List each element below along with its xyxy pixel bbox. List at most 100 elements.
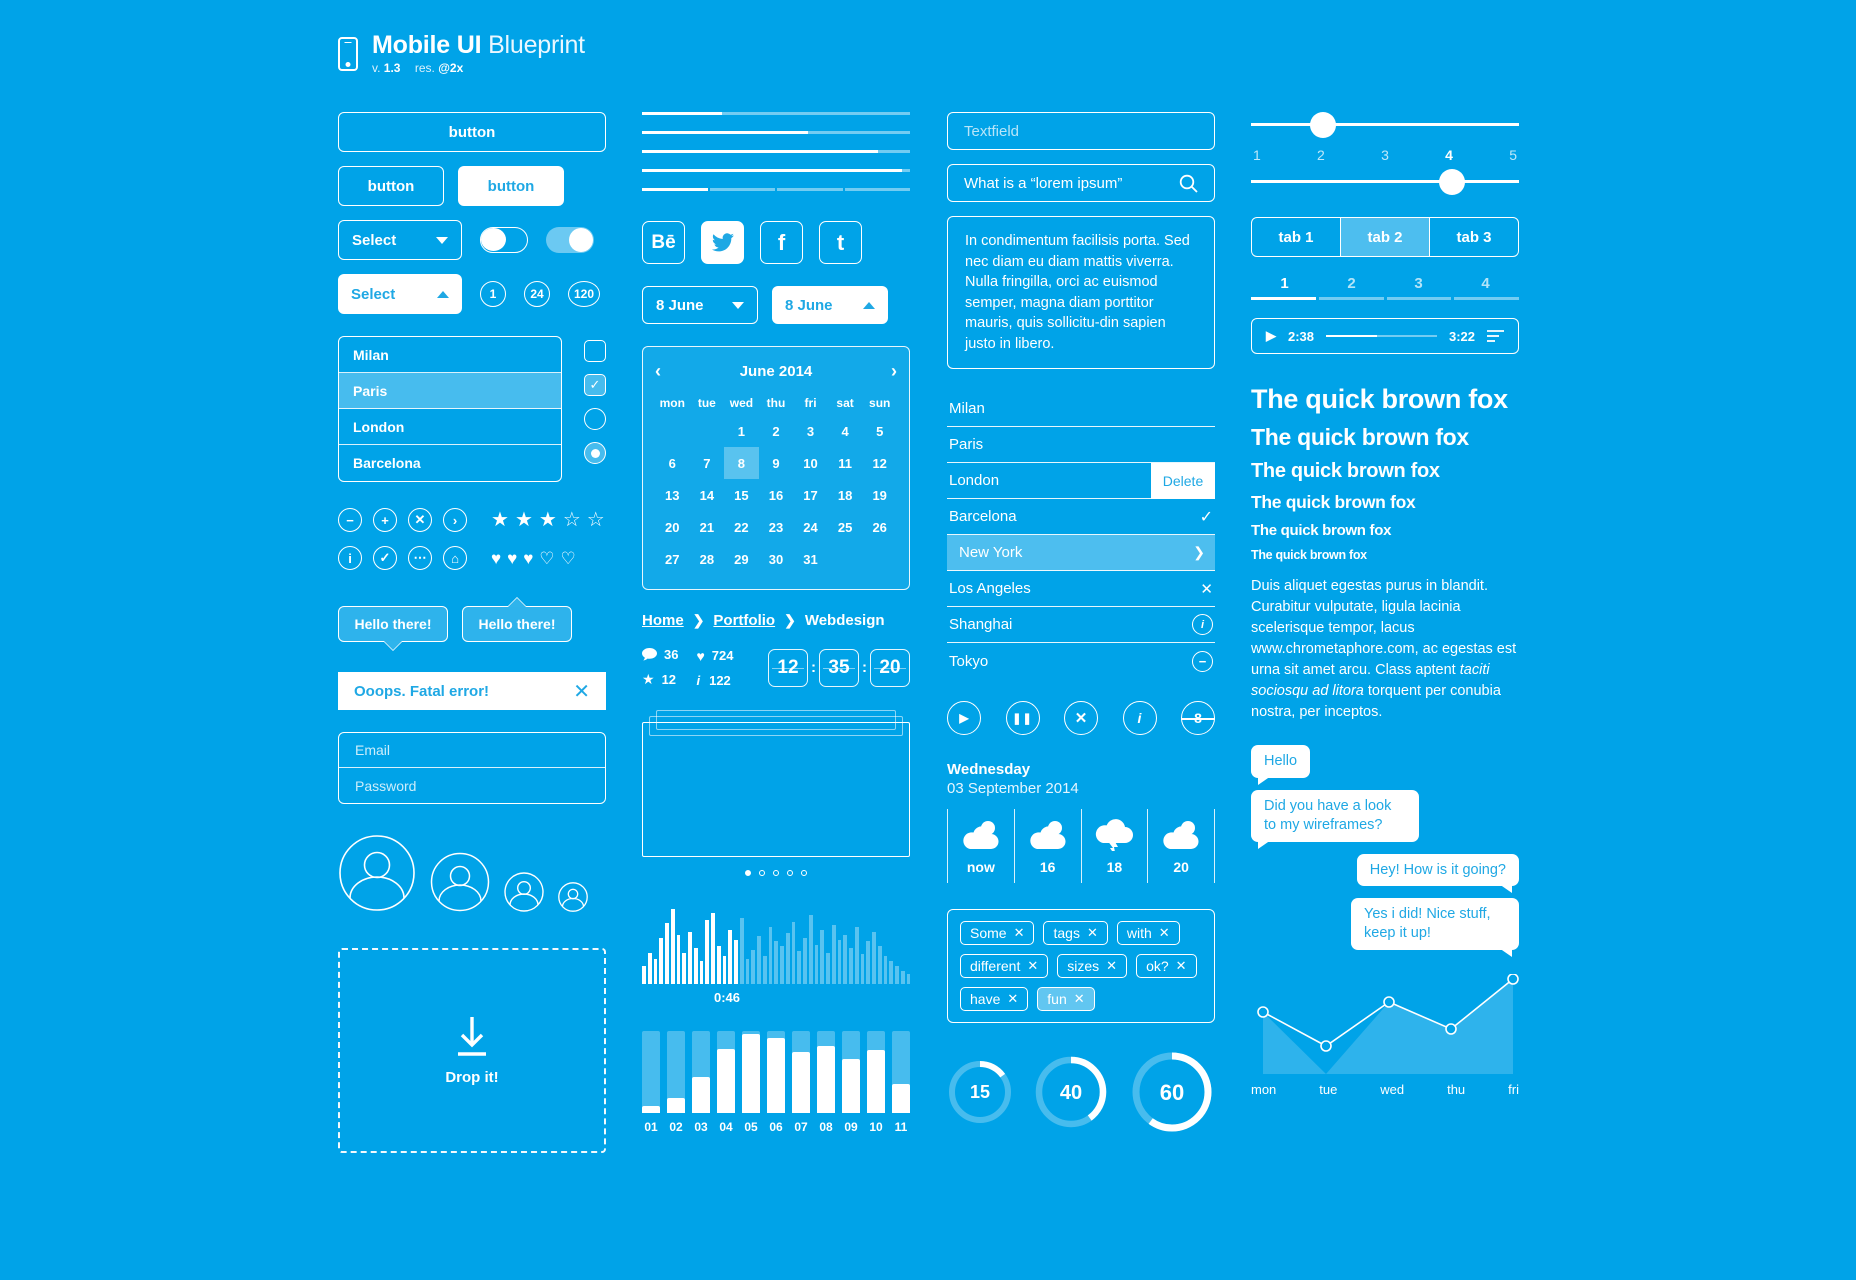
date-select-filled[interactable]: 8 June <box>772 286 888 324</box>
button-filled[interactable]: button <box>458 166 564 206</box>
check-icon[interactable]: ✓ <box>373 546 397 570</box>
calendar-day[interactable]: 30 <box>768 551 784 567</box>
forecast-cell[interactable]: 16 <box>1013 809 1081 884</box>
calendar-day[interactable]: 18 <box>837 487 853 503</box>
star-icon[interactable]: ★ <box>538 509 557 531</box>
list-item[interactable]: Los Angeles ✕ <box>947 571 1215 608</box>
calendar-day[interactable]: 27 <box>665 551 680 567</box>
step-label[interactable]: 2 <box>1347 275 1356 292</box>
carousel-dots[interactable] <box>642 870 910 876</box>
calendar-day[interactable]: 31 <box>803 551 818 567</box>
toggle-on[interactable] <box>546 227 594 253</box>
button-wide[interactable]: button <box>338 112 606 152</box>
calendar-day[interactable]: 28 <box>699 551 715 567</box>
tag[interactable]: different ✕ <box>960 954 1049 979</box>
heart-icon[interactable]: ♥ <box>507 548 518 568</box>
list-item[interactable]: Milan <box>339 337 561 373</box>
button-ghost[interactable]: button <box>338 166 444 206</box>
calendar-day[interactable]: 14 <box>699 487 715 503</box>
heart-icon[interactable]: ♡ <box>539 548 555 568</box>
slider-track[interactable] <box>1251 180 1519 183</box>
slider-track[interactable] <box>1251 123 1519 126</box>
tag[interactable]: with ✕ <box>1116 921 1180 946</box>
tumblr-icon[interactable]: t <box>819 221 862 264</box>
player-progress[interactable] <box>1326 335 1437 337</box>
star-rating[interactable]: ★ ★ ★ ☆ ☆ <box>491 510 605 530</box>
calendar-day[interactable]: 7 <box>703 455 711 471</box>
star-icon[interactable]: ★ <box>514 509 533 531</box>
calendar-day-selected[interactable]: 8 <box>724 447 759 479</box>
close-button[interactable]: ✕ <box>1064 701 1098 736</box>
pause-button[interactable]: ❚❚ <box>1005 701 1040 736</box>
date-select-ghost[interactable]: 8 June <box>642 286 758 324</box>
textfield[interactable]: Textfield <box>947 112 1215 150</box>
tag-selected[interactable]: fun ✕ <box>1037 987 1095 1012</box>
playlist-icon[interactable] <box>1487 330 1504 342</box>
more-icon[interactable]: ⋯ <box>408 546 432 570</box>
minus-circle-icon[interactable]: − <box>1192 650 1213 672</box>
toggle-off[interactable] <box>480 227 528 253</box>
list-item[interactable]: Paris <box>947 427 1215 464</box>
calendar-day[interactable]: 11 <box>838 455 852 471</box>
waveform-player[interactable]: 0:46 <box>642 902 911 1005</box>
close-icon[interactable]: ✕ <box>1200 580 1213 598</box>
forecast-cell[interactable]: 18 <box>1080 809 1148 884</box>
badge-24[interactable]: 24 <box>524 281 550 307</box>
calendar-day[interactable]: 20 <box>665 519 680 535</box>
calendar-day[interactable]: 2 <box>772 423 780 439</box>
calendar-day[interactable]: 12 <box>872 455 887 471</box>
heart-icon[interactable]: ♡ <box>560 548 576 568</box>
list-item[interactable]: Barcelona <box>353 455 421 471</box>
select-filled[interactable]: Select <box>338 274 462 314</box>
calendar-day[interactable]: 5 <box>876 423 884 439</box>
inline-link[interactable]: www.chrometaphore.com <box>1251 641 1415 658</box>
calendar-day[interactable]: 6 <box>668 455 676 471</box>
calendar-day[interactable]: 21 <box>699 519 715 535</box>
tag[interactable]: have ✕ <box>960 987 1029 1012</box>
breadcrumb-item-portfolio[interactable]: Portfolio <box>713 612 776 629</box>
play-button[interactable]: ▶ <box>947 701 981 736</box>
prev-month-button[interactable]: ‹ <box>655 361 661 381</box>
radio-unselected[interactable] <box>584 408 606 430</box>
behance-icon[interactable]: Bē <box>642 221 685 264</box>
slider-handle[interactable] <box>1310 112 1337 138</box>
close-icon[interactable]: ✕ <box>573 680 590 703</box>
tag[interactable]: ok? ✕ <box>1136 954 1197 979</box>
calendar-day[interactable]: 16 <box>768 487 784 503</box>
badge-1[interactable]: 1 <box>480 281 506 307</box>
plus-icon[interactable]: + <box>373 508 397 532</box>
search-icon[interactable] <box>1179 174 1198 193</box>
calendar-day[interactable]: 29 <box>734 551 749 567</box>
list-item[interactable]: Milan <box>947 391 1215 428</box>
facebook-icon[interactable]: f <box>760 221 803 264</box>
textarea[interactable]: In condimentum facilisis porta. Sed nec … <box>947 216 1215 370</box>
tag[interactable]: tags ✕ <box>1043 921 1108 946</box>
carousel-dot[interactable] <box>801 870 807 876</box>
calendar-day[interactable]: 26 <box>872 519 887 535</box>
forecast-cell[interactable]: 20 <box>1147 809 1215 884</box>
list-item[interactable]: Barcelona ✓ <box>947 499 1215 536</box>
calendar-day[interactable] <box>828 543 863 575</box>
step-label[interactable]: 4 <box>1481 275 1490 292</box>
step-label[interactable]: 1 <box>1280 275 1289 292</box>
forecast-cell[interactable]: now <box>947 809 1014 884</box>
carousel-current-slide[interactable] <box>642 722 910 857</box>
tab-3[interactable]: tab 3 <box>1456 228 1492 246</box>
tab-2[interactable]: tab 2 <box>1341 218 1430 256</box>
info-circle-icon[interactable]: i <box>1192 614 1213 636</box>
calendar-day[interactable]: 10 <box>803 455 818 471</box>
list-item[interactable]: Shanghai i <box>947 607 1215 644</box>
password-field[interactable]: Password <box>355 777 417 794</box>
slider-top[interactable] <box>1251 112 1519 138</box>
calendar-day[interactable]: 13 <box>665 487 680 503</box>
radio-selected[interactable] <box>584 442 606 464</box>
list-item-selected[interactable]: New York ❯ <box>947 535 1215 572</box>
twitter-icon[interactable] <box>701 221 744 264</box>
close-icon[interactable]: ✕ <box>408 508 432 532</box>
carousel-dot[interactable] <box>787 870 793 876</box>
slider-bottom[interactable] <box>1251 169 1519 195</box>
heart-rating[interactable]: ♥ ♥ ♥ ♡ ♡ <box>491 550 576 567</box>
heart-icon[interactable]: ♥ <box>523 548 534 568</box>
next-month-button[interactable]: › <box>890 361 897 381</box>
star-icon[interactable]: ☆ <box>586 509 605 531</box>
